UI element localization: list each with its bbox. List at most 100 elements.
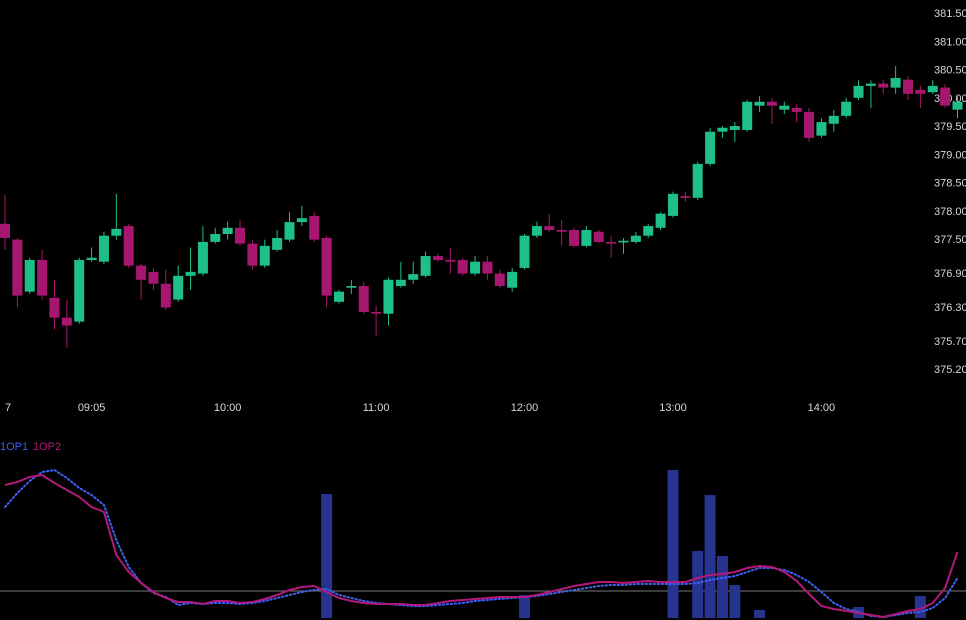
- candle-body: [346, 286, 357, 288]
- candle-body: [296, 218, 307, 223]
- candle-body: [24, 260, 35, 292]
- candle-body: [606, 241, 617, 244]
- indicator-line: [4, 468, 959, 619]
- candle-body: [853, 85, 864, 98]
- candle-body: [12, 239, 23, 296]
- candle-body: [37, 260, 48, 296]
- candle-body: [507, 271, 518, 288]
- candle-body: [445, 260, 456, 262]
- price-label: 379.50: [934, 121, 966, 133]
- candle-body: [272, 237, 283, 250]
- candle-body: [717, 127, 728, 132]
- candle-body: [111, 228, 122, 236]
- candle-body: [210, 234, 221, 242]
- candle-body: [148, 271, 159, 284]
- candle-body: [247, 243, 258, 266]
- candle-body: [185, 271, 196, 276]
- candle-body: [705, 131, 716, 164]
- price-label: 377.50: [934, 234, 966, 246]
- candle-body: [630, 235, 641, 242]
- time-label: 7: [5, 402, 11, 414]
- candle-body: [841, 101, 852, 116]
- candle-body: [903, 79, 914, 94]
- candle-body: [98, 235, 109, 262]
- histogram-bar: [321, 494, 333, 618]
- indicator-line: [4, 473, 959, 619]
- legend-entry: 1OP1: [0, 441, 28, 453]
- candle-body: [544, 226, 555, 231]
- candle-body: [371, 312, 382, 314]
- candle-body: [284, 222, 295, 240]
- candle-body: [457, 260, 468, 274]
- candle-body: [333, 291, 344, 302]
- candle-body: [680, 196, 691, 198]
- legend-entry: 1OP2: [33, 441, 61, 453]
- candle-body: [618, 240, 629, 243]
- candle-body: [470, 261, 481, 274]
- candle-body: [779, 105, 790, 110]
- candle-body: [791, 107, 802, 112]
- candle-body: [804, 111, 815, 138]
- time-label: 09:05: [78, 402, 106, 414]
- candle-body: [123, 226, 134, 266]
- time-label: 11:00: [363, 402, 390, 414]
- candle-body: [766, 101, 777, 106]
- histogram-bar: [692, 551, 704, 618]
- candle-body: [197, 241, 208, 274]
- candle-body: [321, 237, 332, 296]
- candle-body: [395, 279, 406, 286]
- candle-body: [61, 317, 72, 326]
- candle-body: [927, 85, 938, 93]
- candle-body: [0, 223, 10, 238]
- candle-body: [222, 227, 233, 234]
- candle-body: [173, 275, 184, 300]
- price-label: 375.20: [934, 364, 966, 376]
- candle-body: [742, 101, 753, 130]
- price-label: 379.00: [934, 149, 966, 161]
- candle-body: [816, 122, 827, 136]
- candle-body: [828, 115, 839, 124]
- candle-body: [692, 163, 703, 198]
- candle-body: [754, 101, 765, 106]
- candle-body: [408, 274, 419, 280]
- price-label: 378.50: [934, 178, 966, 190]
- candle-body: [878, 83, 889, 88]
- candle-body: [432, 256, 443, 260]
- price-label: 376.90: [934, 268, 966, 280]
- price-label: 375.70: [934, 336, 966, 348]
- candle-body: [309, 215, 320, 240]
- histogram-bar: [716, 556, 728, 618]
- candle-body: [383, 279, 394, 314]
- price-label: 381.00: [934, 36, 966, 48]
- candle-body: [519, 235, 530, 268]
- candle-body: [667, 193, 678, 216]
- candle-body: [420, 256, 431, 276]
- price-label: 378.00: [934, 206, 966, 218]
- candle-body: [86, 257, 97, 260]
- histogram-bar: [519, 595, 531, 618]
- candle-body: [940, 87, 951, 106]
- candle-body: [482, 261, 493, 274]
- time-label: 14:00: [808, 402, 836, 414]
- candle-body: [136, 265, 147, 280]
- candle-body: [358, 286, 369, 312]
- time-label: 13:00: [659, 402, 687, 414]
- histogram-bar: [914, 596, 926, 618]
- candle-body: [593, 231, 604, 242]
- candle-body: [235, 227, 246, 244]
- price-label: 380.50: [934, 65, 966, 77]
- candle-body: [556, 230, 567, 232]
- candle-body: [729, 126, 740, 130]
- histogram-bar: [754, 610, 766, 618]
- candle-body: [494, 273, 505, 286]
- histogram-bar: [729, 585, 741, 618]
- candle-body: [890, 78, 901, 88]
- candle-body: [49, 297, 60, 318]
- histogram-bar: [704, 495, 716, 618]
- histogram-bar: [667, 470, 679, 618]
- time-label: 10:00: [214, 402, 242, 414]
- candle-body: [160, 283, 171, 308]
- price-label: 381.50: [934, 8, 966, 20]
- candle-body: [531, 226, 542, 236]
